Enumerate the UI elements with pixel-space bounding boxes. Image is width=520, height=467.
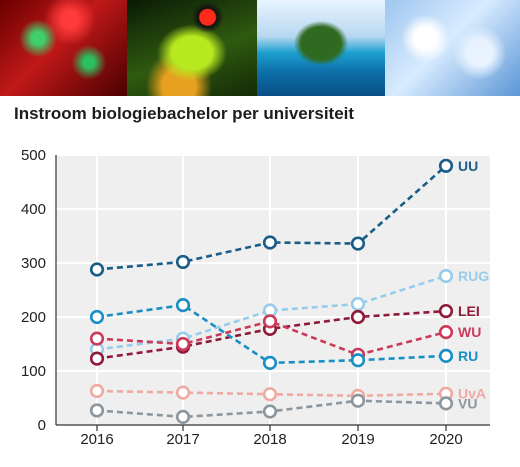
data-point-wu	[89, 331, 105, 346]
data-point-ru	[350, 353, 366, 368]
series-label-uva: UvA	[458, 386, 486, 402]
data-point-lei	[89, 351, 105, 366]
data-point-rug	[438, 268, 454, 284]
y-tick-label: 500	[21, 147, 46, 164]
series-label-vu: VU	[458, 395, 477, 411]
data-point-vu	[438, 396, 454, 411]
plot-area	[56, 155, 490, 425]
data-point-wu	[262, 314, 278, 329]
data-point-ru	[89, 309, 105, 325]
cells-photo	[0, 0, 127, 96]
data-point-uu	[175, 254, 191, 270]
data-point-vu	[262, 404, 278, 419]
island-photo	[257, 0, 385, 96]
data-point-uu	[438, 158, 454, 173]
data-point-wu	[175, 336, 191, 352]
series-label-lei: LEI	[458, 303, 480, 319]
x-tick-label: 2016	[80, 431, 113, 448]
chart-title: Instroom biologiebachelor per universite…	[14, 104, 355, 123]
x-tick-label: 2018	[253, 431, 286, 448]
y-tick-label: 300	[21, 255, 46, 272]
y-tick-label: 100	[21, 363, 46, 380]
y-tick-label: 400	[21, 201, 46, 218]
data-point-uu	[262, 235, 278, 250]
x-tick-label: 2017	[166, 431, 199, 448]
data-point-uu	[89, 262, 105, 277]
data-point-ru	[262, 355, 278, 371]
data-point-ru	[175, 298, 191, 313]
y-tick-label: 200	[21, 309, 46, 326]
series-label-wu: WU	[458, 324, 481, 340]
data-point-uu	[350, 236, 366, 251]
series-label-rug: RUG	[458, 268, 489, 284]
data-point-uva	[89, 383, 105, 399]
data-point-vu	[175, 409, 191, 425]
data-point-ru	[438, 348, 454, 363]
data-point-wu	[438, 325, 454, 340]
data-point-uva	[262, 387, 278, 402]
series-label-ru: RU	[458, 348, 478, 364]
data-point-vu	[89, 403, 105, 418]
x-tick-label: 2020	[429, 431, 462, 448]
y-tick-label: 0	[38, 417, 46, 434]
data-point-vu	[350, 393, 366, 408]
data-point-lei	[350, 309, 366, 325]
series-line-wu	[96, 319, 447, 357]
data-point-rug	[350, 296, 366, 312]
lab-glassware-photo	[385, 0, 520, 96]
series-label-uu: UU	[458, 158, 478, 174]
banner	[0, 0, 520, 96]
x-tick-label: 2019	[341, 431, 374, 448]
data-point-lei	[438, 303, 454, 319]
data-point-uva	[175, 385, 191, 400]
frog-photo	[127, 0, 257, 96]
